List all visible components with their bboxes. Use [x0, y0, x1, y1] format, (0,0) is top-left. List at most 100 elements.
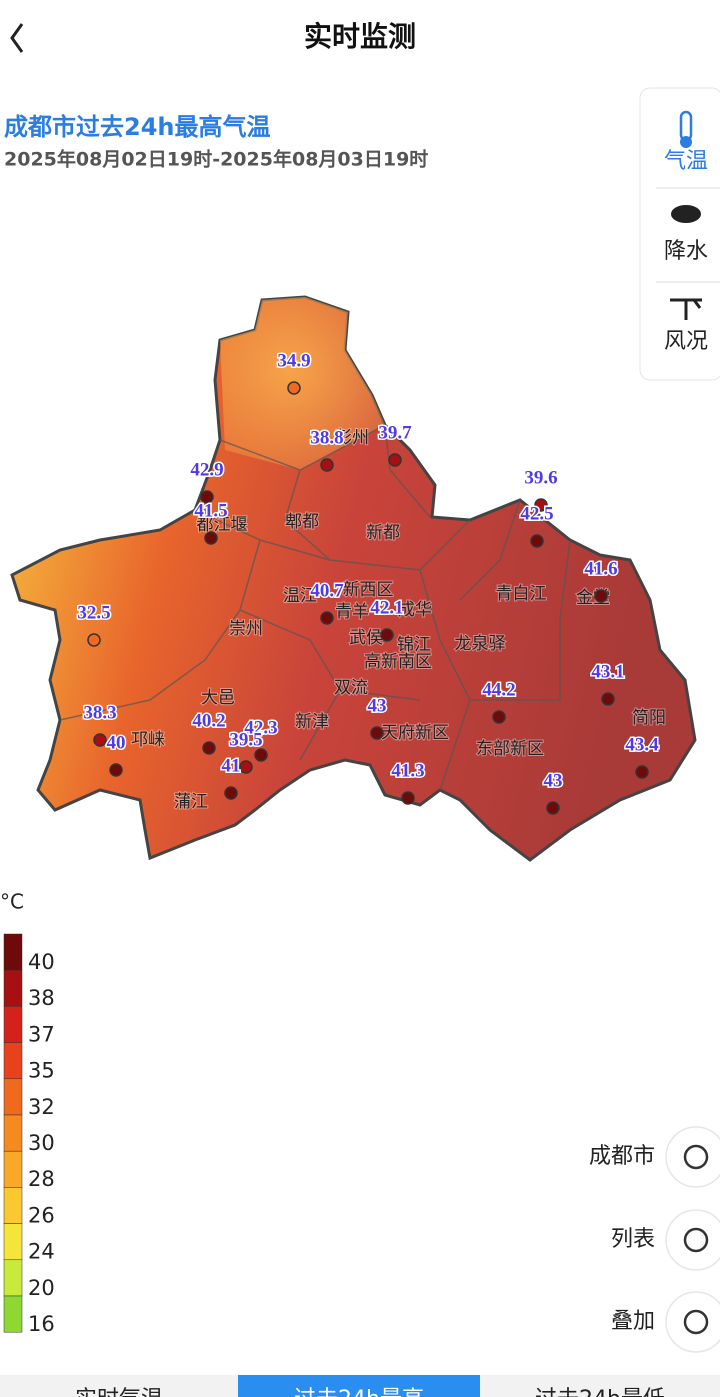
tab[interactable] — [480, 1375, 720, 1397]
station-value: 43 — [544, 770, 563, 791]
district-label: 青羊 — [335, 602, 369, 622]
tool-icon — [683, 1144, 709, 1170]
station-value: 40.7 — [310, 580, 344, 601]
rain-icon — [671, 205, 701, 223]
tool-icon — [683, 1309, 709, 1335]
station-dot — [534, 498, 548, 512]
station-dot — [370, 726, 384, 740]
district-label: 东部新区 — [476, 739, 544, 759]
station-value: 41.3 — [391, 760, 424, 781]
side-tab-label[interactable]: 气温 — [664, 149, 708, 174]
station-value: 39.5 — [229, 729, 262, 750]
bottom-tab-label[interactable]: 实时气温 — [75, 1387, 163, 1397]
station-dot — [224, 786, 238, 800]
station-value: 44.2 — [482, 679, 515, 700]
station-dot — [204, 531, 218, 545]
legend-swatch — [3, 1150, 23, 1188]
district-borders — [59, 424, 571, 791]
back-icon[interactable] — [10, 23, 24, 53]
station-dot — [320, 611, 334, 625]
tab[interactable] — [0, 1375, 238, 1397]
station-value: 40 — [107, 732, 126, 753]
district-label: 温江 — [283, 586, 317, 606]
map-title: 成都市过去24h最高气温 — [4, 113, 270, 141]
legend-tick-label: 32 — [28, 1095, 55, 1119]
station-value: 39.6 — [524, 467, 557, 488]
tool-label[interactable]: 叠加 — [611, 1309, 655, 1334]
station-value: 43.4 — [625, 734, 659, 755]
tool-label[interactable]: 成都市 — [589, 1144, 655, 1169]
district-label: 双流 — [334, 678, 368, 698]
station-value: 41.6 — [584, 558, 617, 579]
legend-tick-label: 37 — [28, 1022, 55, 1046]
legend-tick-label: 16 — [28, 1312, 55, 1336]
wind-icon — [670, 298, 702, 320]
legend-swatch — [3, 1114, 23, 1152]
district-label: 高新南区 — [364, 652, 432, 672]
district-label: 都江堰 — [197, 515, 248, 535]
station-dot — [320, 458, 334, 472]
district-label: 邛崃 — [131, 730, 165, 750]
station-dot — [530, 534, 544, 548]
station-dot — [388, 453, 402, 467]
legend-swatch — [3, 1187, 23, 1224]
bottom-tab-label[interactable]: 过去24h最低 — [535, 1387, 665, 1397]
tool-button[interactable] — [665, 1209, 720, 1271]
legend-tick-label: 35 — [28, 1059, 55, 1083]
tab-active[interactable] — [238, 1375, 480, 1397]
station-value: 42.9 — [190, 459, 223, 480]
station-value: 43.1 — [591, 661, 624, 682]
header-title: 实时监测 — [304, 20, 416, 53]
tool-button[interactable] — [665, 1126, 720, 1188]
station-dot — [87, 633, 101, 647]
side-tab-label[interactable]: 风况 — [664, 329, 708, 354]
legend-tick-label: 30 — [28, 1131, 55, 1155]
station-dot — [254, 748, 268, 762]
district-label: 彭州 — [335, 428, 369, 448]
tool-button[interactable] — [665, 1291, 720, 1353]
station-value: 38.8 — [310, 427, 343, 448]
legend-swatch — [3, 1259, 23, 1297]
station-dot — [202, 741, 216, 755]
station-value: 41.5 — [194, 500, 227, 521]
station-value: 42.5 — [520, 503, 553, 524]
legend-unit: °C — [0, 890, 24, 914]
station-value: 39.7 — [378, 422, 412, 443]
city-boundary — [10, 295, 697, 862]
station-value: 40.2 — [192, 710, 225, 731]
station-dot — [380, 628, 394, 642]
legend-tick-label: 38 — [28, 986, 55, 1010]
station-value: 34.9 — [277, 350, 310, 371]
station-dot — [594, 589, 608, 603]
station-dot — [635, 765, 649, 779]
bottom-tab-label[interactable]: 过去24h最高 — [294, 1387, 424, 1397]
legend-tick-label: 26 — [28, 1203, 55, 1227]
station-dot — [239, 760, 253, 774]
thermometer-icon — [680, 136, 692, 148]
legend-tick-label: 20 — [28, 1276, 55, 1300]
legend-swatch — [3, 1295, 23, 1333]
district-label: 青白江 — [496, 584, 547, 604]
tool-label[interactable]: 列表 — [611, 1227, 655, 1252]
station-dot — [492, 710, 506, 724]
legend-tick-label: 28 — [28, 1167, 55, 1191]
station-value: 41 — [222, 755, 241, 776]
legend-tick-label: 40 — [28, 950, 55, 974]
district-label: 天府新区 — [381, 723, 449, 743]
station-dot — [93, 733, 107, 747]
district-label: 简阳 — [632, 708, 666, 728]
station-dot — [401, 791, 415, 805]
north-area — [220, 297, 385, 470]
side-tab-label[interactable]: 降水 — [664, 239, 708, 264]
station-value: 42.3 — [244, 717, 277, 738]
legend-swatch — [3, 1223, 23, 1261]
district-label: 新西区 — [343, 580, 394, 600]
legend-swatch — [3, 1078, 23, 1116]
station-dot — [200, 490, 214, 504]
station-dot — [546, 801, 560, 815]
station-value: 32.5 — [77, 602, 110, 623]
tool-icon — [683, 1227, 709, 1253]
district-label: 新都 — [366, 523, 400, 543]
